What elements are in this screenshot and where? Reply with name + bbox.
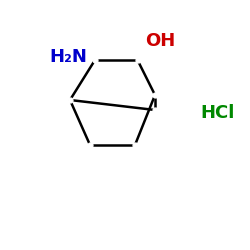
Text: OH: OH — [145, 32, 175, 50]
Text: HCl: HCl — [200, 104, 234, 122]
Text: H₂N: H₂N — [50, 48, 88, 66]
